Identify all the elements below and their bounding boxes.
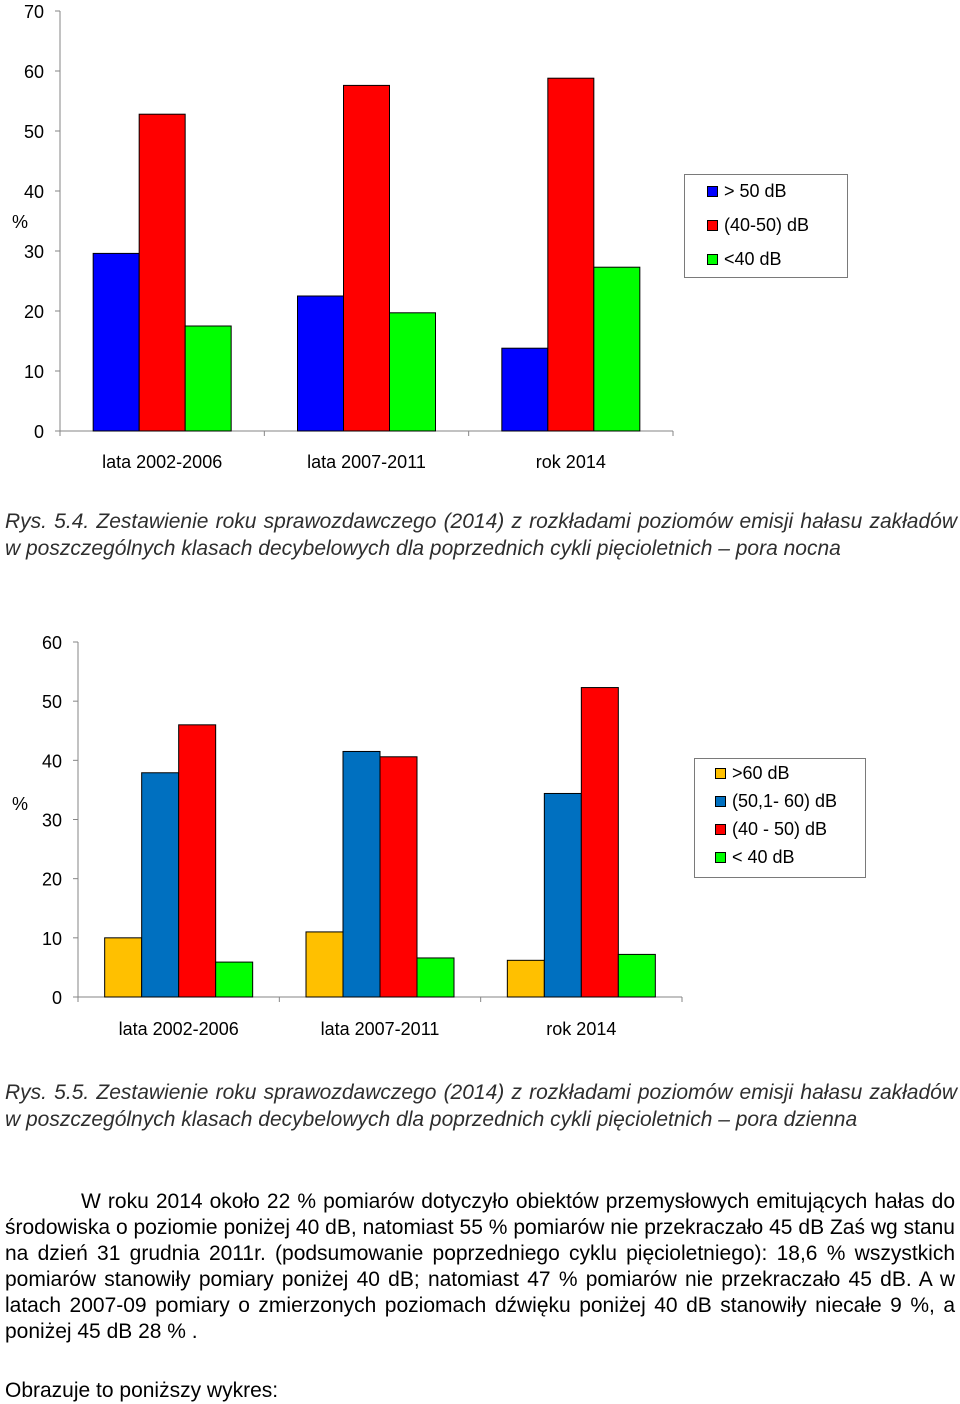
- legend-swatch: [715, 852, 726, 863]
- bar: [138, 113, 186, 432]
- y-tick-label: 0: [52, 988, 62, 1008]
- legend-item: <40 dB: [707, 249, 782, 270]
- bar: [104, 937, 143, 998]
- noise-day-chart: 0 10 20 30 40 50 60% lata 2002-2006 lata 2007-20…: [0, 620, 960, 1065]
- bar: [178, 724, 217, 998]
- legend-label: <40 dB: [724, 249, 782, 269]
- y-axis-label: %: [12, 794, 28, 814]
- legend-label: (50,1- 60) dB: [732, 791, 838, 811]
- x-category-label: rok 2014: [536, 452, 606, 472]
- body-paragraph-text: W roku 2014 około 22 % pomiarów dotyczył…: [5, 1190, 955, 1343]
- y-tick-label: 50: [24, 122, 44, 142]
- y-tick-label: 10: [24, 362, 44, 382]
- y-tick-label: 60: [24, 62, 44, 82]
- body-paragraph-intro: Obrazuje to poniższy wykres:: [5, 1379, 279, 1402]
- figure-caption-day: Rys. 5.5. Zestawienie roku sprawozdawcze…: [5, 1081, 957, 1131]
- legend-label: >60 dB: [732, 763, 790, 783]
- bar: [543, 792, 582, 998]
- bar: [501, 347, 549, 432]
- legend-swatch: [715, 824, 726, 835]
- x-category-label: lata 2002-2006: [119, 1019, 239, 1039]
- bar: [305, 931, 344, 998]
- y-axis-label: %: [12, 212, 28, 232]
- figure-caption-night: Rys. 5.4. Zestawienie roku sprawozdawcze…: [5, 510, 957, 560]
- y-tick-label: 0: [34, 422, 44, 442]
- legend-swatch: [707, 254, 718, 265]
- bar: [297, 295, 344, 432]
- legend-label: (40 - 50) dB: [732, 819, 828, 839]
- y-tick-label: 20: [24, 302, 44, 322]
- chart-canvas-night: 0 10 20 30 40 50 60 70% lata 2002-2006 lata 2007-…: [12, 2, 674, 472]
- x-category-label: lata 2002-2006: [102, 452, 222, 472]
- bar: [506, 959, 545, 998]
- legend-swatch: [707, 220, 718, 231]
- chart-canvas-day: 0 10 20 30 40 50 60% lata 2002-2006 lata 2007-20…: [12, 633, 683, 1039]
- legend-swatch: [715, 768, 726, 779]
- legend-item: >60 dB: [715, 763, 790, 784]
- bar: [617, 953, 656, 998]
- noise-night-chart: 0 10 20 30 40 50 60 70% lata 2002-2006 lata 2007-…: [0, 0, 960, 495]
- bar: [92, 252, 140, 432]
- bar: [547, 77, 595, 432]
- legend-item: < 40 dB: [715, 847, 795, 868]
- y-tick-label: 70: [24, 2, 44, 22]
- x-category-label: lata 2007-2011: [321, 1019, 440, 1039]
- legend-item: (40 - 50) dB: [715, 819, 827, 840]
- bar: [343, 84, 390, 432]
- y-tick-label: 30: [24, 242, 44, 262]
- bar: [141, 772, 180, 998]
- y-tick-label: 40: [24, 182, 44, 202]
- x-category-label: rok 2014: [546, 1019, 616, 1039]
- legend-item: (40-50) dB: [707, 215, 809, 236]
- legend-swatch: [715, 796, 726, 807]
- y-tick-label: 20: [42, 870, 62, 890]
- bar: [342, 750, 381, 998]
- body-paragraph: W roku 2014 około 22 % pomiarów dotyczył…: [5, 1189, 955, 1345]
- y-tick-label: 60: [42, 633, 62, 653]
- chart-legend-day: >60 dB (50,1- 60) dB (40 - 50) dB < 40 dB: [694, 758, 866, 878]
- bar: [184, 325, 232, 432]
- y-tick-label: 50: [42, 692, 62, 712]
- bar: [389, 312, 436, 432]
- y-tick-label: 30: [42, 811, 62, 831]
- legend-label: > 50 dB: [724, 181, 787, 201]
- x-category-label: lata 2007-2011: [307, 452, 426, 472]
- bar: [580, 687, 619, 998]
- legend-item: (50,1- 60) dB: [715, 791, 837, 812]
- y-tick-label: 40: [42, 751, 62, 771]
- bar: [215, 961, 254, 998]
- legend-item: > 50 dB: [707, 181, 787, 202]
- chart-legend-night: > 50 dB (40-50) dB <40 dB: [684, 174, 848, 278]
- bar: [416, 957, 455, 998]
- legend-swatch: [707, 186, 718, 197]
- legend-label: (40-50) dB: [724, 215, 810, 235]
- y-tick-label: 10: [42, 929, 62, 949]
- legend-label: < 40 dB: [732, 847, 795, 867]
- bar: [379, 756, 418, 998]
- bar: [593, 266, 641, 432]
